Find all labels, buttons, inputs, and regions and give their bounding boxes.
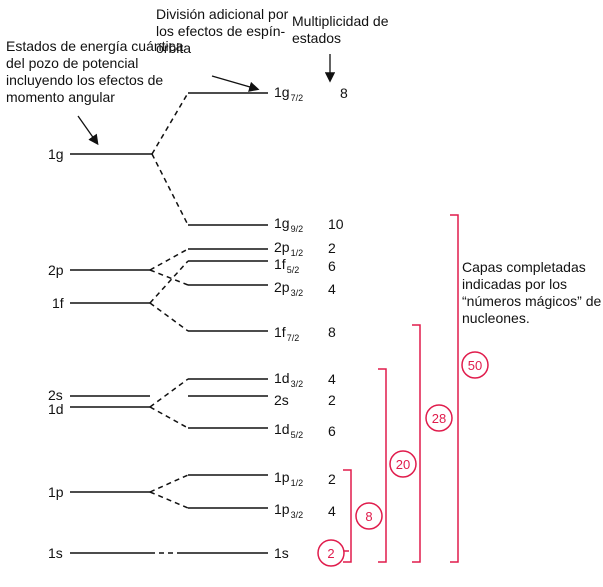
right-label-1g7: 1g7/2: [274, 84, 304, 103]
right-label-1f7: 1f7/2: [274, 324, 300, 343]
bracket-28: [412, 324, 421, 563]
mult-2p1: 2: [328, 240, 336, 256]
note-multiplicity: Multiplicidad de estados: [292, 13, 389, 46]
magic-number-28: 28: [432, 411, 446, 426]
mult-1g7: 8: [340, 85, 348, 101]
left-label-1f: 1f: [52, 295, 64, 311]
mult-2s: 2: [328, 392, 336, 408]
mult-1f7: 8: [328, 324, 336, 340]
magic-number-8: 8: [365, 509, 372, 524]
right-label-2s: 2s: [274, 392, 289, 408]
bracket-20: [378, 368, 387, 563]
note-shells: Capas completadas indicadas por los “núm…: [462, 259, 602, 326]
mult-1p1: 2: [328, 471, 336, 487]
right-label-2p3: 2p3/2: [274, 279, 304, 298]
left-label-2p: 2p: [48, 262, 64, 278]
right-label-1p3: 1p3/2: [274, 501, 304, 520]
magic-number-20: 20: [396, 457, 410, 472]
mult-1p3: 4: [328, 503, 336, 519]
magic-circle-8: [355, 502, 383, 530]
arrow-middle-note: [211, 75, 260, 92]
magic-number-2: 2: [327, 546, 334, 561]
right-label-1p1: 1p1/2: [274, 469, 304, 488]
magic-circle-50: [461, 351, 489, 379]
mult-1d3: 4: [328, 371, 336, 387]
left-label-1g: 1g: [48, 146, 64, 162]
mult-1g9: 10: [328, 216, 344, 232]
right-label-1g9: 1g9/2: [274, 215, 304, 234]
left-label-1d: 1d: [48, 401, 64, 417]
magic-circle-2: [317, 539, 345, 567]
note-left: Estados de energía cuántica del pozo de …: [6, 38, 184, 105]
mult-1f5: 6: [328, 258, 336, 274]
bracket-50: [450, 214, 459, 563]
mult-2p3: 4: [328, 281, 336, 297]
right-label-2p1: 2p1/2: [274, 239, 304, 258]
left-label-1s: 1s: [48, 545, 63, 561]
magic-circle-28: [425, 404, 453, 432]
right-label-1s: 1s: [274, 545, 289, 561]
right-label-1d5: 1d5/2: [274, 421, 304, 440]
bracket-8: [343, 469, 352, 563]
magic-circle-20: [389, 450, 417, 478]
left-label-2s: 2s: [48, 387, 63, 403]
left-label-1p: 1p: [48, 484, 64, 500]
right-label-1f5: 1f5/2: [274, 256, 300, 275]
mult-1d5: 6: [328, 423, 336, 439]
right-label-1d3: 1d3/2: [274, 370, 304, 389]
note-middle: División adicional por los efectos de es…: [156, 6, 289, 56]
arrow-left-note: [77, 115, 99, 146]
magic-number-50: 50: [468, 358, 482, 373]
